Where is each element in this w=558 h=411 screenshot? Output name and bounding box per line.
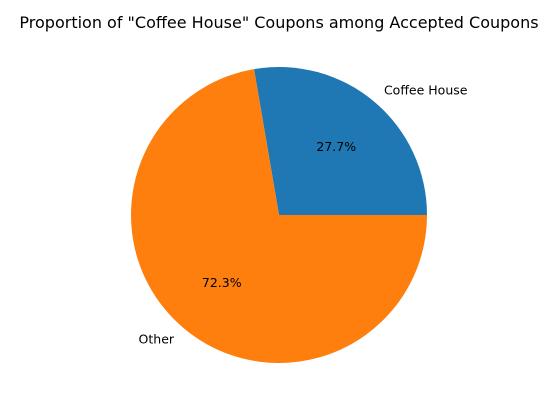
pie-slice-2 xyxy=(130,69,427,363)
pct-label-1: 27.7% xyxy=(316,139,356,154)
pie-labels: Coffee House 27.7% Other 72.3% xyxy=(139,83,468,347)
pct-label-2: 72.3% xyxy=(202,275,242,290)
chart-title: Proportion of "Coffee House" Coupons amo… xyxy=(19,13,538,32)
pie-slice-1 xyxy=(254,67,427,215)
slice-label-2: Other xyxy=(139,331,175,346)
slice-label-1: Coffee House xyxy=(384,83,468,98)
pie-slices xyxy=(130,67,427,363)
